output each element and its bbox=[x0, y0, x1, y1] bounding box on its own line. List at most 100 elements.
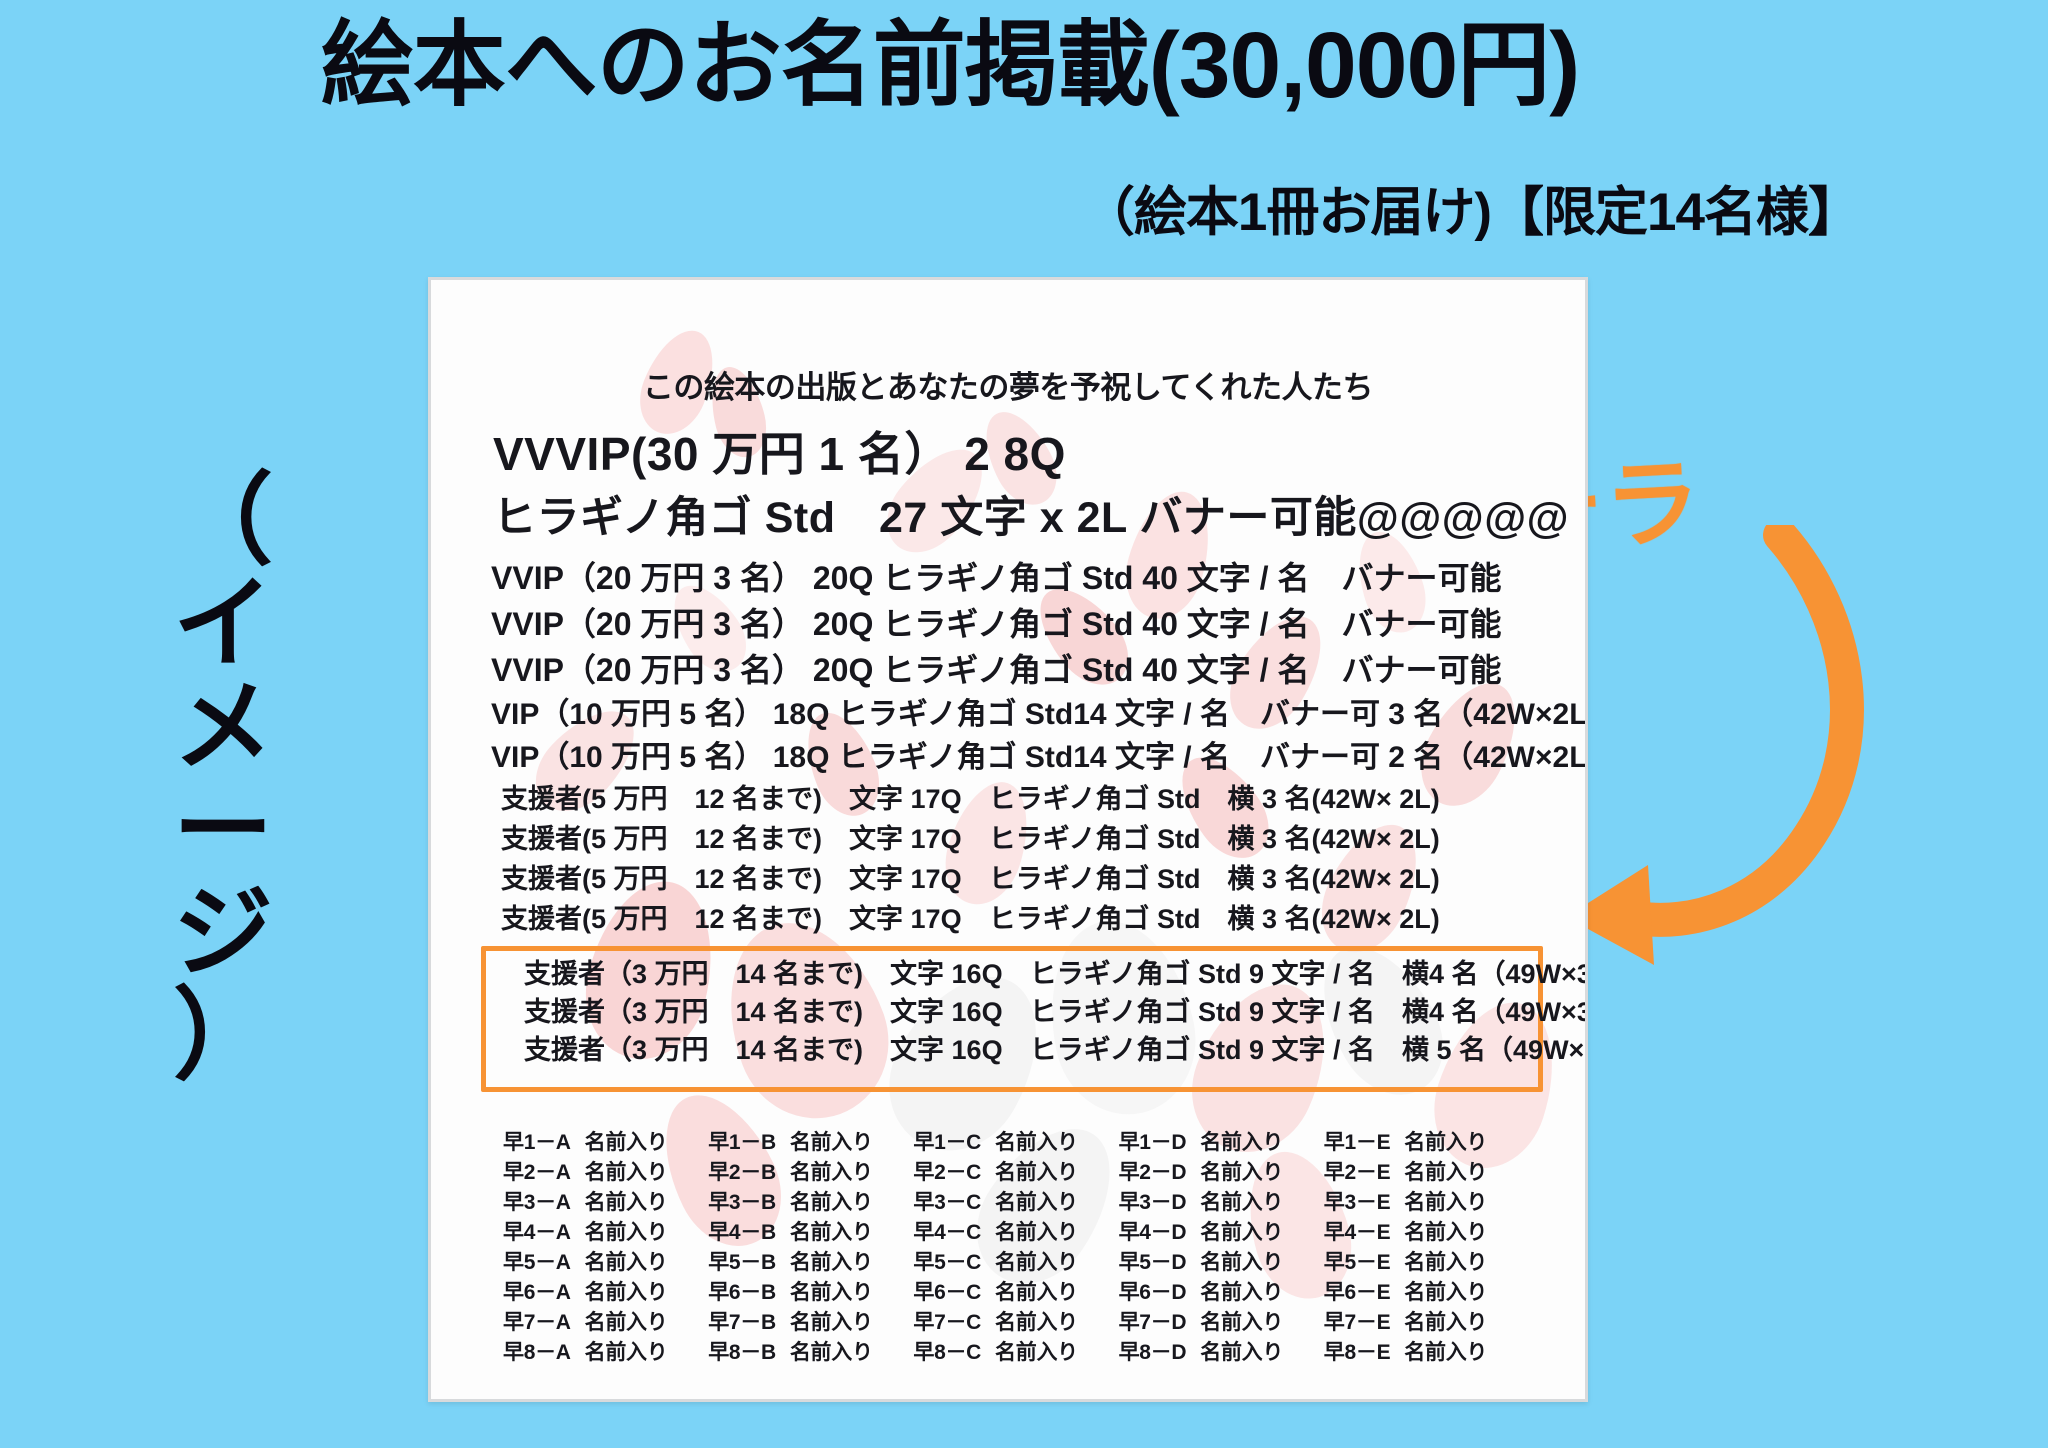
name-grid-value: 名前入り bbox=[789, 1161, 873, 1184]
name-grid-value: 名前入り bbox=[584, 1341, 668, 1364]
name-grid-code: 早3－E bbox=[1323, 1191, 1391, 1214]
name-grid-cell: 早1－B 名前入り bbox=[708, 1128, 909, 1158]
highlighted-tier-row: 支援者（3 万円 14 名まで) 文字 16Q ヒラギノ角ゴ Std 9 文字 … bbox=[524, 959, 1588, 989]
name-grid-cell: 早5－D 名前入り bbox=[1119, 1248, 1320, 1278]
name-grid-cell: 早8－E 名前入り bbox=[1324, 1338, 1525, 1368]
highlighted-tier-box: 支援者（3 万円 14 名まで) 文字 16Q ヒラギノ角ゴ Std 9 文字 … bbox=[481, 946, 1588, 1092]
name-grid-cell: 早3－B 名前入り bbox=[708, 1188, 909, 1218]
name-grid-cell: 早8－B 名前入り bbox=[708, 1338, 909, 1368]
name-grid-code: 早1－B bbox=[708, 1131, 776, 1154]
name-grid-code: 早5－C bbox=[913, 1251, 982, 1274]
name-grid-cell: 早4－B 名前入り bbox=[708, 1218, 909, 1248]
tier-row: VVIP（20 万円 3 名） 20Q ヒラギノ角ゴ Std 40 文字 / 名… bbox=[491, 560, 1502, 596]
name-grid-value: 名前入り bbox=[995, 1191, 1078, 1214]
name-grid-value: 名前入り bbox=[1200, 1341, 1284, 1364]
name-grid-value: 名前入り bbox=[1404, 1221, 1488, 1244]
name-grid-cell: 早4－A 名前入り bbox=[503, 1218, 704, 1248]
name-grid-cell: 早4－C 名前入り bbox=[913, 1218, 1114, 1248]
name-grid-value: 名前入り bbox=[1404, 1191, 1488, 1214]
name-grid-value: 名前入り bbox=[789, 1281, 873, 1304]
name-grid-value: 名前入り bbox=[995, 1221, 1078, 1244]
image-sample-label-char-1: イ bbox=[173, 568, 273, 680]
tier-row: 支援者(5 万円 12 名まで) 文字 17Q ヒラギノ角ゴ Std 横 3 名… bbox=[501, 824, 1440, 854]
name-grid-cell: 早5－E 名前入り bbox=[1324, 1248, 1525, 1278]
name-grid-code: 早5－E bbox=[1323, 1251, 1391, 1274]
name-grid-cell: 早7－D 名前入り bbox=[1119, 1308, 1320, 1338]
name-grid-code: 早4－C bbox=[913, 1221, 982, 1244]
name-grid-value: 名前入り bbox=[995, 1161, 1078, 1184]
name-grid-value: 名前入り bbox=[789, 1221, 873, 1244]
name-grid-value: 名前入り bbox=[1200, 1251, 1284, 1274]
name-grid-code: 早8－A bbox=[503, 1341, 571, 1364]
name-grid-value: 名前入り bbox=[1200, 1281, 1284, 1304]
name-grid-value: 名前入り bbox=[995, 1281, 1078, 1304]
name-grid-code: 早6－A bbox=[503, 1281, 571, 1304]
image-sample-label-char-3: ー bbox=[173, 774, 273, 886]
header-block: 絵本へのお名前掲載(30,000円) （絵本1冊お届け)【限定14名様】 bbox=[0, 0, 2048, 250]
image-sample-label-char-2: メ bbox=[173, 671, 273, 783]
name-grid-code: 早8－D bbox=[1118, 1341, 1187, 1364]
name-grid-cell: 早1－A 名前入り bbox=[503, 1128, 704, 1158]
name-grid-value: 名前入り bbox=[1404, 1341, 1488, 1364]
name-grid-code: 早4－D bbox=[1118, 1221, 1187, 1244]
name-grid-value: 名前入り bbox=[789, 1311, 873, 1334]
name-grid-code: 早1－A bbox=[503, 1131, 571, 1154]
tier-row: 支援者(5 万円 12 名まで) 文字 17Q ヒラギノ角ゴ Std 横 3 名… bbox=[501, 784, 1440, 814]
name-grid-cell: 早6－E 名前入り bbox=[1324, 1278, 1525, 1308]
page-subtitle: （絵本1冊お届け)【限定14名様】 bbox=[1081, 183, 1861, 242]
name-grid-cell: 早2－E 名前入り bbox=[1324, 1158, 1525, 1188]
card-heading: この絵本の出版とあなたの夢を予祝してくれた人たち bbox=[642, 370, 1374, 405]
name-grid-cell: 早2－B 名前入り bbox=[708, 1158, 909, 1188]
name-grid-cell: 早7－B 名前入り bbox=[708, 1308, 909, 1338]
name-grid-cell: 早8－C 名前入り bbox=[913, 1338, 1114, 1368]
name-grid-code: 早2－B bbox=[708, 1161, 776, 1184]
name-grid-value: 名前入り bbox=[1404, 1161, 1488, 1184]
name-grid-value: 名前入り bbox=[584, 1161, 668, 1184]
name-grid-cell: 早2－C 名前入り bbox=[913, 1158, 1114, 1188]
name-grid-value: 名前入り bbox=[995, 1311, 1078, 1334]
name-grid-code: 早1－D bbox=[1118, 1131, 1187, 1154]
name-grid-value: 名前入り bbox=[1404, 1131, 1488, 1154]
name-grid-code: 早2－D bbox=[1118, 1161, 1187, 1184]
name-grid-cell: 早3－A 名前入り bbox=[503, 1188, 704, 1218]
name-grid-value: 名前入り bbox=[1404, 1251, 1488, 1274]
name-grid-value: 名前入り bbox=[1200, 1221, 1284, 1244]
name-grid-value: 名前入り bbox=[789, 1191, 873, 1214]
name-grid-cell: 早7－C 名前入り bbox=[913, 1308, 1114, 1338]
name-grid-cell: 早2－A 名前入り bbox=[503, 1158, 704, 1188]
name-grid-cell: 早1－C 名前入り bbox=[913, 1128, 1114, 1158]
tier-row: 支援者(5 万円 12 名まで) 文字 17Q ヒラギノ角ゴ Std 横 3 名… bbox=[501, 864, 1440, 894]
name-grid-code: 早8－E bbox=[1323, 1341, 1391, 1364]
name-grid-cell: 早6－A 名前入り bbox=[503, 1278, 704, 1308]
tier-row: 支援者(5 万円 12 名まで) 文字 17Q ヒラギノ角ゴ Std 横 3 名… bbox=[501, 904, 1440, 934]
name-grid-code: 早7－B bbox=[708, 1311, 776, 1334]
image-sample-label: （イメージ） bbox=[148, 470, 298, 1088]
name-grid-value: 名前入り bbox=[584, 1251, 668, 1274]
name-grid-cell: 早3－D 名前入り bbox=[1119, 1188, 1320, 1218]
name-grid-code: 早4－E bbox=[1323, 1221, 1391, 1244]
name-grid-cell: 早3－C 名前入り bbox=[913, 1188, 1114, 1218]
name-grid-cell: 早7－E 名前入り bbox=[1324, 1308, 1525, 1338]
name-grid-code: 早6－C bbox=[913, 1281, 982, 1304]
tier-row: VVIP（20 万円 3 名） 20Q ヒラギノ角ゴ Std 40 文字 / 名… bbox=[491, 606, 1502, 642]
name-grid-code: 早5－B bbox=[708, 1251, 776, 1274]
tier-row: VVIP（20 万円 3 名） 20Q ヒラギノ角ゴ Std 40 文字 / 名… bbox=[491, 652, 1502, 688]
name-grid-code: 早7－A bbox=[503, 1311, 571, 1334]
name-grid-value: 名前入り bbox=[995, 1251, 1078, 1274]
name-grid-value: 名前入り bbox=[584, 1221, 668, 1244]
name-grid-value: 名前入り bbox=[1200, 1131, 1284, 1154]
name-grid-value: 名前入り bbox=[584, 1191, 668, 1214]
name-grid-value: 名前入り bbox=[995, 1131, 1078, 1154]
name-grid-code: 早4－B bbox=[708, 1221, 776, 1244]
name-grid-code: 早6－E bbox=[1323, 1281, 1391, 1304]
name-grid-code: 早2－A bbox=[503, 1161, 571, 1184]
page-title: 絵本へのお名前掲載(30,000円) bbox=[320, 13, 1580, 117]
name-grid-code: 早5－A bbox=[503, 1251, 571, 1274]
name-grid-code: 早3－A bbox=[503, 1191, 571, 1214]
name-grid-value: 名前入り bbox=[1404, 1311, 1488, 1334]
name-grid-cell: 早1－E 名前入り bbox=[1324, 1128, 1525, 1158]
image-sample-label-char-4: ジ bbox=[173, 877, 273, 989]
tier-row-list: VVVIP(30 万円 1 名） 2 8Q ヒラギノ角ゴ Std 27 文字 x … bbox=[463, 431, 1585, 934]
name-grid-value: 名前入り bbox=[584, 1281, 668, 1304]
name-grid-code: 早2－E bbox=[1323, 1161, 1391, 1184]
